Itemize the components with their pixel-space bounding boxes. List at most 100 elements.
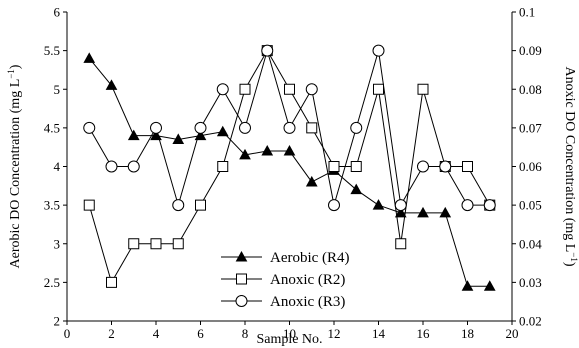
left-y-tick-label: 6 xyxy=(54,5,61,20)
data-point xyxy=(239,121,251,134)
data-point xyxy=(394,206,407,218)
data-point xyxy=(350,161,362,172)
left-y-tick-label: 4 xyxy=(54,159,61,174)
data-point xyxy=(105,79,118,90)
legend-marker xyxy=(236,273,247,285)
data-point xyxy=(83,52,96,63)
data-point xyxy=(328,161,340,172)
right-y-axis-title-sup: −1 xyxy=(569,252,579,262)
data-point xyxy=(239,83,251,95)
right-y-tick-label: 0.08 xyxy=(519,82,542,97)
x-axis-title: Sample No. xyxy=(256,332,322,347)
data-point xyxy=(305,83,318,96)
data-point xyxy=(372,44,385,57)
right-y-tick-label: 0.03 xyxy=(519,275,542,290)
series-layer xyxy=(83,44,496,291)
data-point xyxy=(83,199,95,211)
data-point xyxy=(283,145,296,156)
data-point xyxy=(216,125,229,137)
data-point xyxy=(217,161,229,172)
data-point xyxy=(261,145,274,156)
legend-marker xyxy=(235,295,248,307)
left-y-axis-title-tail: ) xyxy=(8,64,23,69)
right-y-tick-label: 0.06 xyxy=(519,159,542,174)
right-y-tick-label: 0.04 xyxy=(519,236,542,251)
left-y-tick-label: 2.5 xyxy=(44,275,60,290)
data-point xyxy=(83,121,96,134)
data-point xyxy=(239,148,251,160)
axes-frame xyxy=(63,11,516,325)
right-y-axis-title-main: Anoxic DO Concentration (mg L xyxy=(562,66,577,252)
left-y-tick-label: 5 xyxy=(54,82,61,97)
data-point xyxy=(150,238,162,250)
data-point xyxy=(483,280,496,291)
left-y-tick-label: 5.5 xyxy=(44,43,60,58)
legend-label: Aerobic (R4) xyxy=(270,250,350,266)
data-point xyxy=(306,122,318,134)
right-y-axis-title-tail: ) xyxy=(562,262,577,267)
x-tick-label: 6 xyxy=(197,326,204,341)
data-point xyxy=(372,199,385,210)
left-y-axis-title-sup: −1 xyxy=(6,69,16,79)
x-tick-label: 16 xyxy=(417,326,431,341)
x-tick-label: 4 xyxy=(153,326,160,341)
right-y-tick-label: 0.02 xyxy=(519,314,542,329)
data-point xyxy=(150,121,162,134)
left-y-tick-label: 4.5 xyxy=(44,120,60,135)
data-point xyxy=(261,44,274,57)
data-point xyxy=(373,83,384,95)
data-point xyxy=(439,160,452,173)
data-point xyxy=(417,160,429,173)
tick-labels: 0 2 4 6 8 10 12 14 16 18 2022.533.544.555.560.020.… xyxy=(44,5,543,342)
left-y-tick-label: 2 xyxy=(54,314,61,329)
x-tick-label: 2 xyxy=(108,326,115,341)
data-point xyxy=(350,183,363,195)
data-point xyxy=(394,199,407,212)
data-point xyxy=(461,199,474,212)
data-point xyxy=(172,133,185,144)
data-point xyxy=(172,238,184,250)
data-point xyxy=(283,121,296,134)
legend-label: Anoxic (R3) xyxy=(270,294,345,310)
data-point xyxy=(195,199,206,211)
data-point xyxy=(216,83,229,96)
legend-label: Anoxic (R2) xyxy=(270,272,345,288)
data-point xyxy=(462,161,473,172)
data-point xyxy=(461,280,474,291)
right-y-tick-label: 0.1 xyxy=(519,5,535,20)
data-point xyxy=(328,199,340,212)
right-y-tick-label: 0.09 xyxy=(519,43,542,58)
data-point xyxy=(127,160,140,173)
data-point xyxy=(417,83,429,95)
left-y-axis-title: Aerobic DO Concentration (mg L−1) xyxy=(6,64,23,268)
x-tick-label: 0 xyxy=(64,326,71,341)
data-point xyxy=(305,175,318,187)
data-point xyxy=(105,160,118,173)
left-y-tick-label: 3.5 xyxy=(44,198,60,213)
data-point xyxy=(483,199,496,212)
legend-marker xyxy=(235,250,248,262)
data-point xyxy=(350,121,363,134)
left-y-axis-title-main: Aerobic DO Concentration (mg L xyxy=(8,79,23,269)
legend: Aerobic (R4) Anoxic (R2) Anoxic (R3) xyxy=(221,250,350,310)
data-point xyxy=(284,83,295,95)
x-tick-label: 18 xyxy=(461,326,474,341)
data-point xyxy=(439,206,452,218)
right-y-axis-title: Anoxic DO Concentration (mg L−1) xyxy=(562,66,579,266)
data-point xyxy=(417,206,429,218)
data-point xyxy=(128,238,140,250)
x-tick-label: 20 xyxy=(506,326,519,341)
x-tick-label: 8 xyxy=(242,326,249,341)
data-point xyxy=(127,129,140,141)
series-0 xyxy=(83,52,496,291)
x-tick-label: 10 xyxy=(283,326,296,341)
x-tick-label: 14 xyxy=(372,326,386,341)
data-point xyxy=(194,121,207,134)
left-y-tick-label: 3 xyxy=(54,236,61,251)
right-y-tick-label: 0.07 xyxy=(519,120,542,135)
x-tick-label: 12 xyxy=(328,326,341,341)
series-2 xyxy=(83,44,496,212)
data-point xyxy=(106,276,117,288)
data-point xyxy=(172,199,185,212)
